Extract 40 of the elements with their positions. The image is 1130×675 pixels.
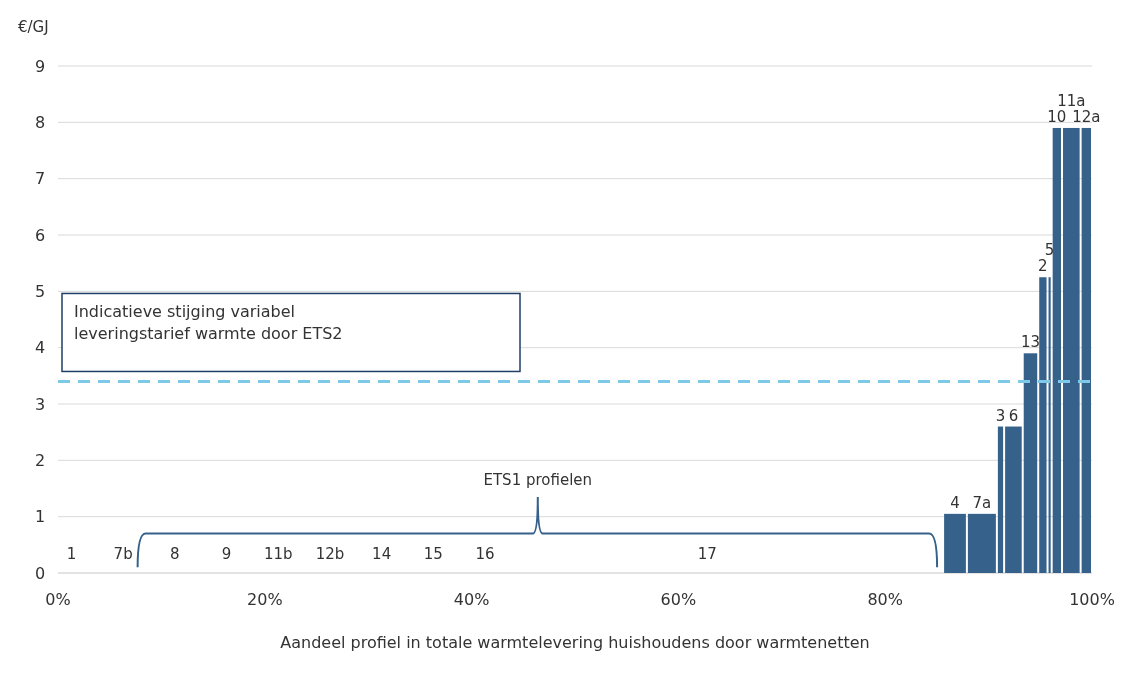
annotation: 14: [372, 545, 392, 563]
annotation: 11b: [263, 545, 293, 563]
x-tick-label: 100%: [1069, 590, 1115, 609]
annotation: 8: [170, 545, 180, 563]
y-tick-label: 6: [34, 225, 46, 245]
x-tick-label: 60%: [660, 590, 697, 609]
annotation: 7a: [972, 493, 992, 512]
ref-line-label: Indicatieve stijging variabel leveringstarief warmte door ETS2: [74, 302, 343, 344]
annotation: 12a: [1072, 107, 1101, 126]
y-tick-label: 0: [34, 563, 46, 583]
y-tick-label: 9: [34, 56, 46, 76]
y-tick-label: 1: [34, 507, 46, 527]
annotation: 17: [697, 545, 717, 563]
annotation: 4: [950, 493, 960, 512]
y-tick-label: 7: [34, 169, 46, 189]
y-axis-title: €/GJ: [18, 18, 49, 36]
annotation: 13: [1020, 333, 1041, 352]
annotation: 12b: [315, 545, 345, 563]
annotation: 3: [995, 406, 1006, 425]
y-tick-label: 3: [34, 394, 46, 414]
annotation: 9: [221, 545, 232, 563]
x-axis-title: Aandeel profiel in totale warmtelevering huishoudens door warmtenetten: [280, 633, 870, 652]
y-tick-label: 8: [34, 112, 46, 132]
annotation: 5: [1044, 241, 1055, 260]
annotation: 15: [423, 545, 443, 563]
y-tick-label: 5: [34, 281, 46, 301]
annotation: 16: [475, 545, 495, 563]
x-tick-label: 20%: [247, 590, 283, 609]
x-tick-label: 80%: [867, 590, 903, 609]
y-tick-label: 2: [34, 450, 46, 470]
annotation: 11a: [1057, 91, 1086, 110]
annotation: ETS1 profielen: [483, 470, 593, 489]
annotation: 10: [1047, 107, 1067, 126]
annotation: 6: [1008, 406, 1019, 425]
x-tick-label: 40%: [453, 590, 490, 609]
annotation: 7b: [113, 545, 133, 563]
y-tick-label: 4: [34, 338, 46, 358]
x-tick-label: 0%: [45, 590, 71, 609]
annotation: 2: [1038, 257, 1048, 276]
annotation: 1: [66, 545, 77, 563]
